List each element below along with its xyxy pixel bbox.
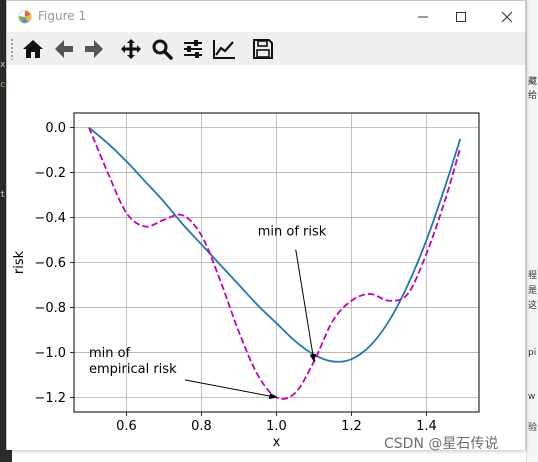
home-icon (23, 40, 43, 58)
minimize-button[interactable] (403, 5, 443, 29)
background-document-right: 藏 给 程 是 这 pi w 验 (526, 0, 538, 462)
x-tick-label: 0.8 (191, 419, 212, 434)
bg-text-fragment: 给 (528, 91, 538, 101)
matplotlib-app-icon (18, 9, 32, 24)
bg-text-fragment: 藏 (528, 77, 538, 87)
toolbar-grip-handle[interactable] (10, 38, 14, 60)
x-tick-label: 0.6 (116, 419, 137, 434)
bg-text-fragment: c (0, 80, 6, 90)
move-icon (121, 39, 141, 59)
csdn-watermark: CSDN @星石传说 (384, 436, 499, 452)
pan-button[interactable] (119, 37, 143, 61)
figure-window: Figure 1 (6, 0, 526, 450)
annotation-text: min of risk (258, 225, 327, 240)
y-tick-label: −1.0 (34, 346, 66, 361)
annotation-arrow (184, 379, 278, 400)
series-line-empirical-risk (88, 127, 462, 400)
search-icon (152, 39, 173, 60)
save-button[interactable] (251, 37, 275, 61)
edit-axis-button[interactable] (212, 37, 236, 61)
back-button[interactable] (52, 37, 76, 61)
y-tick-label: 0.0 (45, 121, 66, 136)
figure-canvas[interactable]: 0.6 0.8 1.0 1.2 1.4 0.0 −0.2 −0.4 −0.6 −0.8 −1.0 −1… (7, 65, 525, 450)
bg-text-fragment: 验 (528, 423, 538, 433)
y-tick-label: −0.6 (34, 256, 66, 271)
title-bar[interactable]: Figure 1 (7, 1, 525, 32)
navigation-toolbar (7, 32, 525, 65)
bg-text-fragment: x (0, 60, 6, 70)
y-axis-label: risk (12, 250, 27, 274)
forward-button[interactable] (82, 37, 106, 61)
close-button[interactable] (487, 5, 527, 29)
x-tick-label: 1.2 (341, 419, 362, 434)
x-axis-label: x (273, 435, 281, 450)
axis-ticks: 0.6 0.8 1.0 1.2 1.4 0.0 −0.2 −0.4 −0.6 −0.8 −1.0 −1… (34, 121, 436, 434)
minimize-icon (418, 16, 428, 18)
maximize-button[interactable] (441, 5, 481, 29)
line-chart-icon (213, 40, 235, 59)
maximize-icon (456, 12, 466, 22)
y-tick-label: −1.2 (34, 391, 66, 406)
bg-text-fragment: 这 (528, 301, 538, 311)
x-tick-label: 1.0 (266, 419, 287, 434)
annotation-text: min of (89, 346, 131, 361)
series-line-risk (88, 126, 462, 363)
y-tick-label: −0.4 (34, 211, 66, 226)
bg-text-fragment: w (528, 392, 536, 402)
zoom-button[interactable] (150, 37, 174, 61)
bg-text-fragment: 程 (528, 271, 538, 281)
floppy-disk-icon (253, 39, 273, 59)
annotation-text: empirical risk (89, 362, 177, 377)
close-icon (501, 11, 513, 23)
plot-svg: 0.6 0.8 1.0 1.2 1.4 0.0 −0.2 −0.4 −0.6 −0.8 −1.0 −1… (12, 112, 480, 450)
y-tick-label: −0.2 (34, 166, 66, 181)
annotation-arrow (295, 249, 316, 363)
bg-text-fragment: 是 (528, 286, 538, 296)
bg-text-fragment: t (0, 190, 6, 200)
bg-text-fragment: pi (528, 348, 537, 358)
subplots-button[interactable] (181, 37, 205, 61)
arrow-left-icon (55, 40, 73, 58)
x-tick-label: 1.4 (416, 419, 437, 434)
window-title: Figure 1 (38, 9, 87, 23)
data-series (88, 126, 462, 400)
y-tick-label: −0.8 (34, 301, 66, 316)
arrow-right-icon (85, 40, 103, 58)
sliders-icon (184, 40, 202, 58)
home-button[interactable] (21, 37, 45, 61)
